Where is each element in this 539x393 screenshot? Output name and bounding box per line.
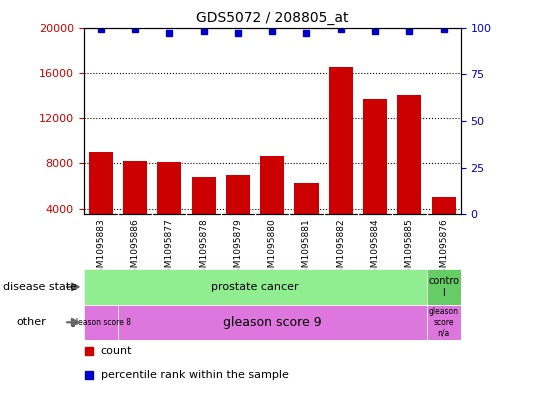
Text: GSM1095876: GSM1095876 [439, 219, 448, 279]
Text: GSM1095879: GSM1095879 [233, 219, 243, 279]
Text: gleason score 8: gleason score 8 [71, 318, 130, 327]
Text: GSM1095884: GSM1095884 [371, 219, 379, 279]
Text: GSM1095878: GSM1095878 [199, 219, 208, 279]
Text: other: other [16, 317, 46, 327]
Bar [226, 174, 250, 254]
Bar [123, 161, 147, 254]
Text: GSM1095883: GSM1095883 [96, 219, 105, 279]
Text: count: count [100, 346, 132, 356]
Title: GDS5072 / 208805_at: GDS5072 / 208805_at [196, 11, 348, 25]
Bar [397, 95, 421, 254]
Bar [191, 177, 216, 254]
Text: GSM1095886: GSM1095886 [130, 219, 140, 279]
Text: GSM1095880: GSM1095880 [268, 219, 277, 279]
Bar [426, 305, 461, 340]
Bar [363, 99, 387, 254]
Bar [260, 156, 284, 254]
Text: GSM1095881: GSM1095881 [302, 219, 311, 279]
Bar [426, 269, 461, 305]
Text: prostate cancer: prostate cancer [211, 282, 299, 292]
Text: percentile rank within the sample: percentile rank within the sample [100, 370, 288, 380]
Bar [118, 305, 426, 340]
Text: contro
l: contro l [428, 276, 459, 298]
Text: gleason
score
n/a: gleason score n/a [429, 307, 459, 337]
Text: GSM1095877: GSM1095877 [165, 219, 174, 279]
Bar [84, 305, 118, 340]
Bar [432, 197, 455, 254]
Text: gleason score 9: gleason score 9 [223, 316, 321, 329]
Text: GSM1095885: GSM1095885 [405, 219, 414, 279]
Text: GSM1095882: GSM1095882 [336, 219, 345, 279]
Text: disease state: disease state [3, 282, 77, 292]
Bar [294, 182, 319, 254]
Bar [89, 152, 113, 254]
Bar [329, 67, 353, 254]
Bar [157, 162, 181, 254]
